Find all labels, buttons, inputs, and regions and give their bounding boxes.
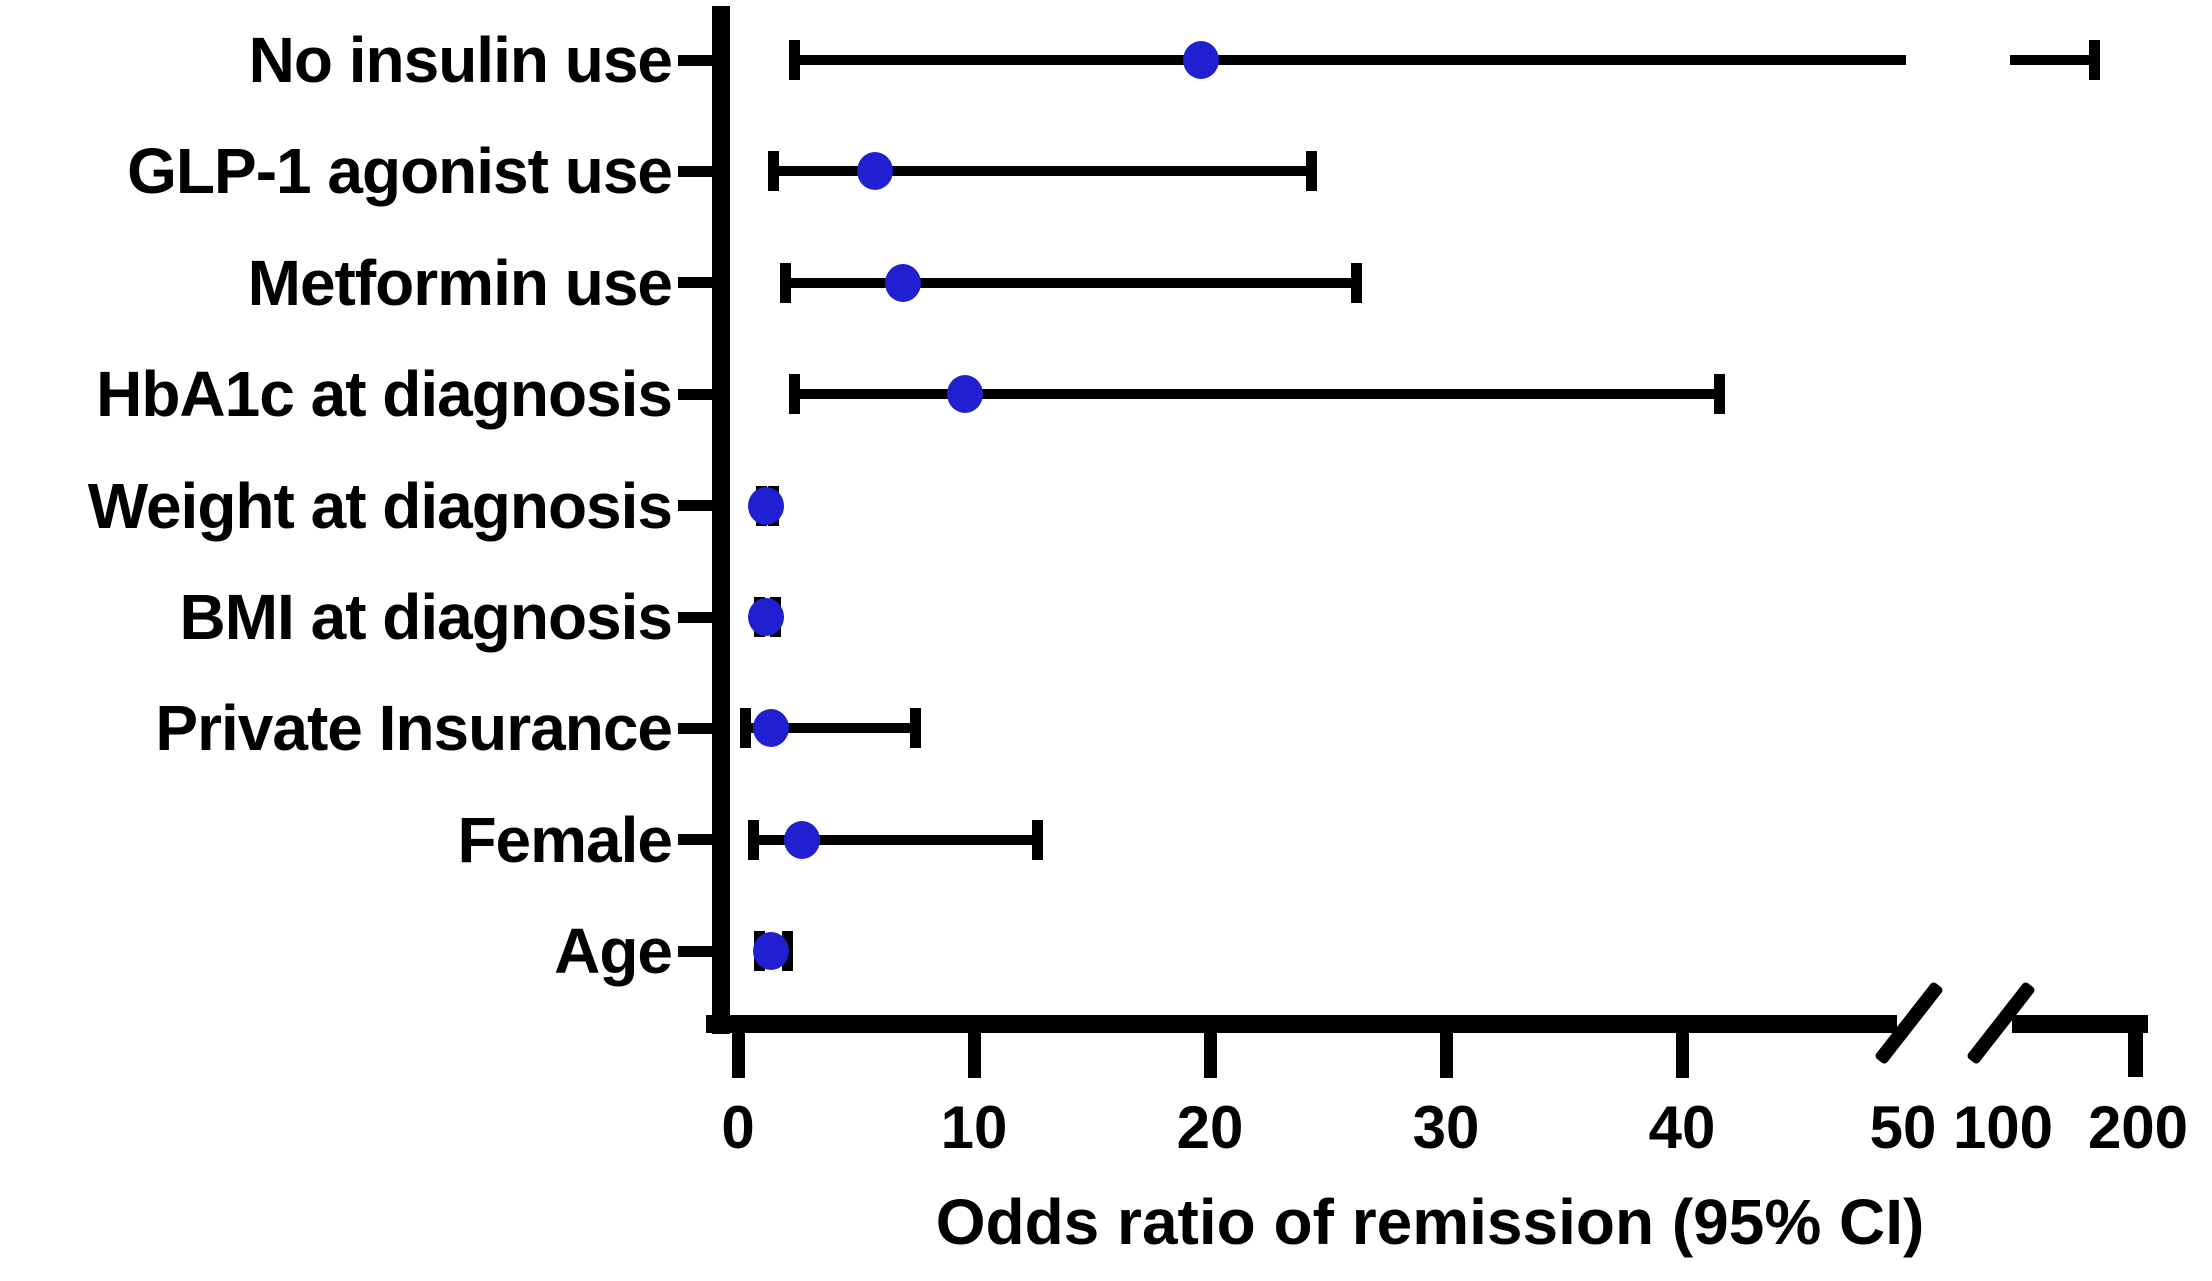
category-tick [678,277,713,289]
point-marker [753,932,790,971]
point-marker [783,820,820,859]
x-tick-label: 100 [1952,1094,2054,1161]
category-label: GLP-1 agonist use [127,135,673,208]
x-axis-line-post-break-segment [2012,1015,2148,1033]
x-tick-label: 0 [721,1094,755,1161]
error-bar [753,834,1038,845]
x-tick [1203,1030,1217,1078]
error-bar-cap-low [767,151,779,192]
error-bar-cap-low [747,819,759,860]
x-tick [967,1030,981,1078]
category-tick [678,722,713,734]
x-tick-label: 20 [1176,1094,1244,1161]
category-tick [678,165,713,177]
error-bar [745,723,915,734]
x-tick-label: 30 [1412,1094,1480,1161]
error-bar-cap-low [789,40,801,80]
category-label: Age [554,915,673,988]
error-bar-cap-high [1032,819,1044,860]
point-marker [1182,41,1219,79]
category-label: Weight at diagnosis [87,469,673,542]
category-tick [678,500,713,512]
category-tick [678,388,713,400]
category-tick [678,945,713,957]
point-marker [753,709,790,748]
error-bar-segment [794,55,1906,65]
x-tick-label: 40 [1648,1094,1716,1161]
error-bar [785,277,1357,288]
category-tick [678,834,713,846]
error-bar-segment [2010,55,2095,65]
category-label: Private Insurance [155,692,673,765]
error-bar [773,166,1312,177]
point-marker [748,486,785,525]
error-bar-cap-high [2089,40,2101,80]
error-bar [794,389,1720,400]
point-marker [885,263,922,302]
y-axis-line [712,6,730,1034]
error-bar-cap-low [739,708,751,749]
error-bar-cap-low [789,374,801,415]
x-tick [1439,1030,1453,1078]
category-label: Metformin use [247,246,673,319]
category-label: BMI at diagnosis [179,581,674,653]
x-tick [1675,1030,1689,1078]
category-tick [678,54,713,66]
error-bar-cap-low [779,262,791,303]
error-bar-cap-high [1305,151,1317,192]
x-tick-label: 50 [1869,1094,1937,1161]
point-marker [856,152,893,191]
category-tick [678,611,713,623]
category-label: Female [457,803,673,876]
point-marker [946,375,983,414]
category-label: HbA1c at diagnosis [96,358,673,431]
error-bar-cap-high [1714,374,1726,415]
x-tick-label: 200 [2087,1094,2189,1161]
category-label: No insulin use [248,24,673,96]
x-axis-end-tick [2128,1015,2143,1077]
point-marker [748,598,785,636]
error-bar-cap-high [1350,262,1362,303]
error-bar-cap-high [909,708,921,749]
x-tick [731,1030,745,1078]
x-axis-line-linear-segment [706,1015,1897,1033]
x-axis-title: Odds ratio of remission (95% CI) [935,1186,1925,1258]
x-tick-label: 10 [940,1094,1008,1161]
